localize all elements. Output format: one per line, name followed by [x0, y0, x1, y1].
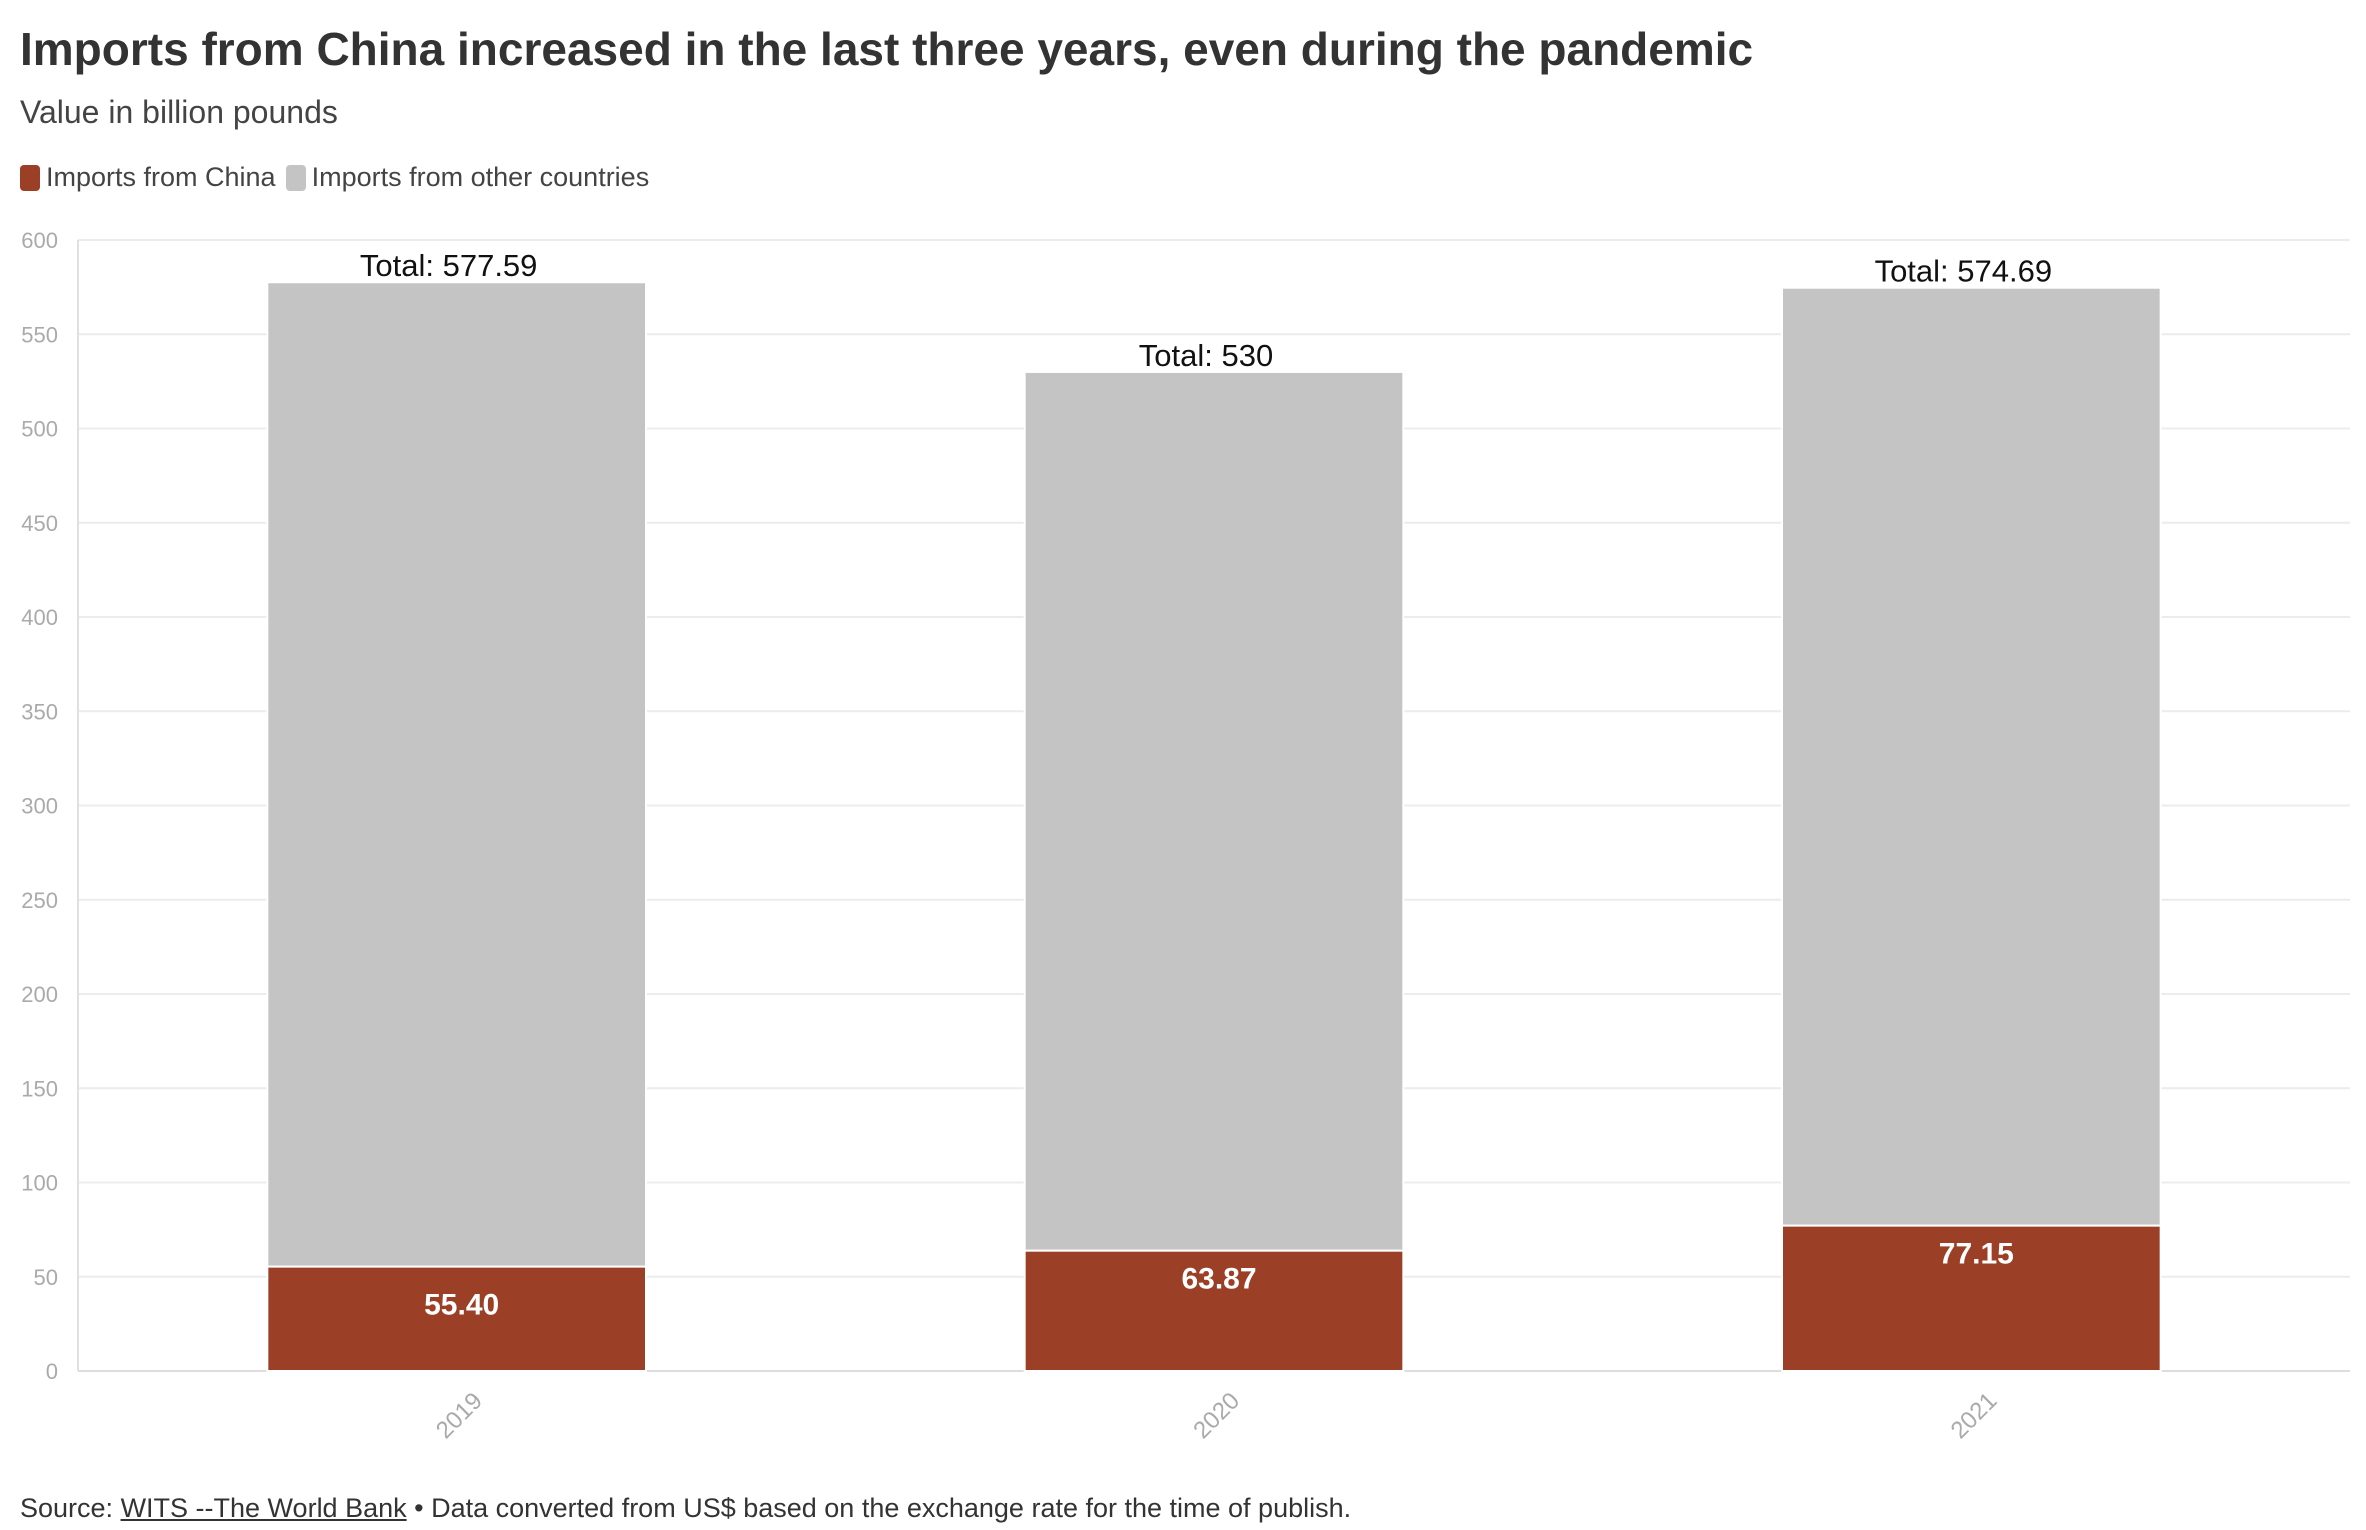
y-tick-label: 50: [34, 1265, 58, 1290]
bar-other: [266, 281, 647, 1268]
bar-other: [1023, 370, 1405, 1252]
y-tick-label: 600: [21, 228, 58, 253]
y-tick-label: 0: [46, 1359, 58, 1384]
y-tick-label: 350: [21, 699, 58, 724]
bar-china: [266, 1265, 647, 1373]
y-tick-label: 100: [21, 1171, 58, 1196]
y-tick-label: 400: [21, 605, 58, 630]
y-tick-label: 550: [21, 322, 58, 347]
total-label: Total: 577.59: [360, 248, 538, 283]
bar-china: [1023, 1249, 1405, 1373]
x-tick-label: 2020: [1188, 1387, 1245, 1444]
data-label-china: 55.40: [424, 1289, 499, 1322]
y-tick-label: 500: [21, 417, 58, 442]
legend-label-other: Imports from other countries: [311, 162, 650, 192]
bar-china: [1781, 1224, 2162, 1373]
legend-item-other[interactable]: Imports from other countries: [285, 162, 650, 193]
legend: Imports from China Imports from other co…: [20, 162, 659, 193]
chart-subtitle: Value in billion pounds: [20, 94, 338, 130]
legend-item-china[interactable]: Imports from China: [20, 162, 276, 193]
y-tick-label: 200: [21, 982, 58, 1007]
total-label: Total: 574.69: [1875, 254, 2053, 289]
legend-label-china: Imports from China: [46, 162, 276, 192]
legend-swatch-other: [285, 164, 306, 191]
y-tick-label: 250: [21, 888, 58, 913]
data-label-china: 63.87: [1181, 1263, 1256, 1296]
source-prefix: Source:: [20, 1493, 121, 1523]
y-tick-label: 300: [21, 794, 58, 819]
x-tick-label: 2021: [1946, 1387, 2003, 1444]
total-label: Total: 530: [1139, 338, 1273, 373]
chart-title: Imports from China increased in the last…: [20, 23, 1754, 75]
y-tick-label: 150: [21, 1076, 58, 1101]
y-tick-label: 450: [21, 511, 58, 536]
source-link[interactable]: WITS --The World Bank: [120, 1493, 407, 1523]
x-tick-label: 2019: [431, 1387, 488, 1444]
legend-swatch-china: [20, 164, 40, 191]
bar-other: [1781, 286, 2162, 1227]
data-label-china: 77.15: [1939, 1238, 2014, 1271]
stacked-bar-chart: 0 50 100 150 200 250 300 350 400 450 500 550 600 55.4…: [21, 228, 2350, 1444]
source-note: Source: WITS --The World Bank • Data con…: [20, 1493, 1351, 1524]
source-suffix: • Data converted from US$ based on the e…: [406, 1493, 1352, 1523]
